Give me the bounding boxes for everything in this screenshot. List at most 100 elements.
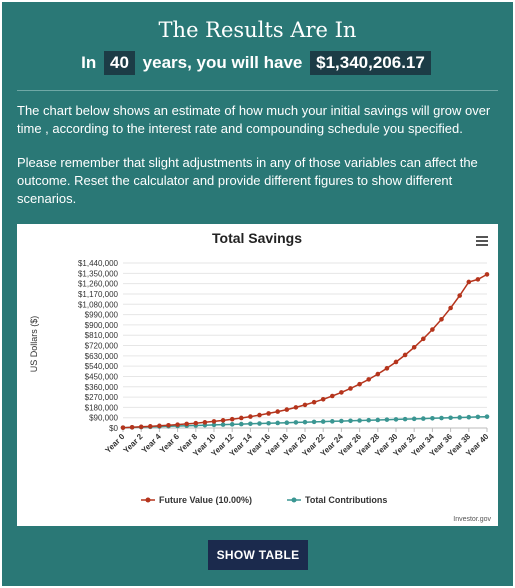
y-tick-label: $630,000 — [85, 352, 119, 361]
data-point — [421, 336, 426, 342]
hamburger-menu-icon[interactable] — [476, 236, 488, 246]
legend-label[interactable]: Total Contributions — [305, 495, 387, 505]
data-point — [166, 422, 171, 428]
data-point — [239, 421, 244, 427]
data-point — [239, 415, 244, 421]
data-point — [393, 417, 399, 422]
data-point — [466, 279, 472, 285]
data-point — [202, 420, 208, 425]
data-point — [120, 425, 126, 430]
y-tick-label: $1,080,000 — [78, 300, 119, 309]
data-point — [248, 421, 253, 427]
data-point — [302, 402, 308, 408]
data-point — [439, 316, 444, 322]
data-point — [475, 277, 481, 282]
summary-middle: years, you will have — [142, 53, 303, 72]
data-point — [421, 416, 426, 421]
y-tick-label: $1,350,000 — [78, 269, 119, 278]
data-point — [320, 396, 326, 402]
data-point — [330, 419, 335, 424]
y-axis-label: US Dollars ($) — [29, 316, 39, 373]
data-point — [220, 422, 226, 427]
legend-marker[interactable] — [145, 497, 151, 503]
data-point — [339, 418, 344, 424]
data-point — [366, 417, 372, 423]
data-point — [402, 416, 408, 422]
data-point — [148, 424, 153, 429]
data-point — [411, 416, 417, 422]
data-point — [138, 424, 144, 430]
data-point — [411, 344, 417, 350]
data-point — [311, 399, 317, 405]
data-point — [330, 393, 335, 399]
data-point — [475, 414, 481, 420]
legend-label[interactable]: Future Value (10.00%) — [159, 495, 252, 505]
data-point — [348, 418, 353, 424]
y-tick-label: $360,000 — [85, 383, 119, 392]
data-point — [375, 417, 381, 423]
data-point — [302, 419, 308, 425]
y-tick-label: $1,260,000 — [78, 280, 119, 289]
y-tick-label: $450,000 — [85, 372, 119, 381]
data-point — [129, 424, 135, 430]
y-tick-label: $990,000 — [85, 311, 119, 320]
y-tick-label: $90,000 — [89, 414, 118, 423]
total-savings-chart: Total Savings $0 $90,000 $180,000 $270,000 $… — [17, 224, 498, 526]
data-point — [430, 327, 435, 332]
data-point — [366, 377, 372, 382]
data-point — [266, 420, 271, 426]
data-point — [384, 417, 390, 422]
y-tick-label: $1,440,000 — [78, 259, 119, 268]
data-point — [430, 416, 435, 421]
divider — [17, 90, 498, 91]
data-point — [293, 405, 299, 410]
data-point — [357, 381, 362, 387]
data-point — [448, 305, 453, 311]
data-point — [448, 415, 453, 421]
chart-explanation: The chart below shows an estimate of how… — [17, 103, 491, 136]
data-point — [384, 366, 390, 371]
data-point — [257, 421, 262, 426]
legend-marker[interactable] — [291, 497, 297, 503]
data-point — [484, 414, 490, 419]
data-point — [211, 422, 217, 428]
data-point — [348, 386, 353, 391]
data-point — [357, 418, 362, 423]
y-tick-label: $720,000 — [85, 342, 119, 351]
data-point — [248, 414, 253, 419]
data-point — [266, 411, 271, 416]
data-point — [339, 390, 344, 395]
data-point — [293, 420, 299, 425]
data-point — [320, 419, 326, 424]
data-point — [311, 419, 317, 425]
data-point — [275, 420, 281, 426]
data-point — [457, 293, 463, 298]
chart-credit: Investor.gov — [453, 516, 491, 523]
data-point — [439, 415, 444, 421]
adjustment-note: Please remember that slight adjustments … — [17, 155, 478, 206]
show-table-button[interactable]: SHOW TABLE — [208, 540, 308, 570]
data-point — [193, 420, 199, 426]
summary-prefix: In — [81, 53, 97, 72]
data-point — [284, 407, 290, 412]
data-point — [375, 371, 381, 377]
y-tick-label: $900,000 — [85, 321, 119, 330]
y-tick-label: $180,000 — [85, 403, 119, 412]
data-point — [220, 418, 226, 423]
data-point — [157, 423, 162, 429]
data-point — [457, 415, 463, 420]
chart-svg: Total Savings $0$90,000$180,000$270,000$… — [29, 230, 491, 523]
y-tick-label: $540,000 — [85, 362, 119, 371]
results-title: The Results Are In — [158, 18, 357, 42]
chart-title: Total Savings — [212, 230, 302, 246]
data-point — [257, 412, 262, 418]
future-amount: $1,340,206.17 — [310, 51, 431, 75]
data-point — [402, 352, 408, 358]
data-point — [466, 414, 472, 420]
data-point — [275, 409, 281, 414]
data-point — [184, 421, 189, 427]
y-tick-label: $0 — [109, 424, 118, 433]
data-point — [393, 359, 399, 365]
data-point — [229, 416, 235, 422]
